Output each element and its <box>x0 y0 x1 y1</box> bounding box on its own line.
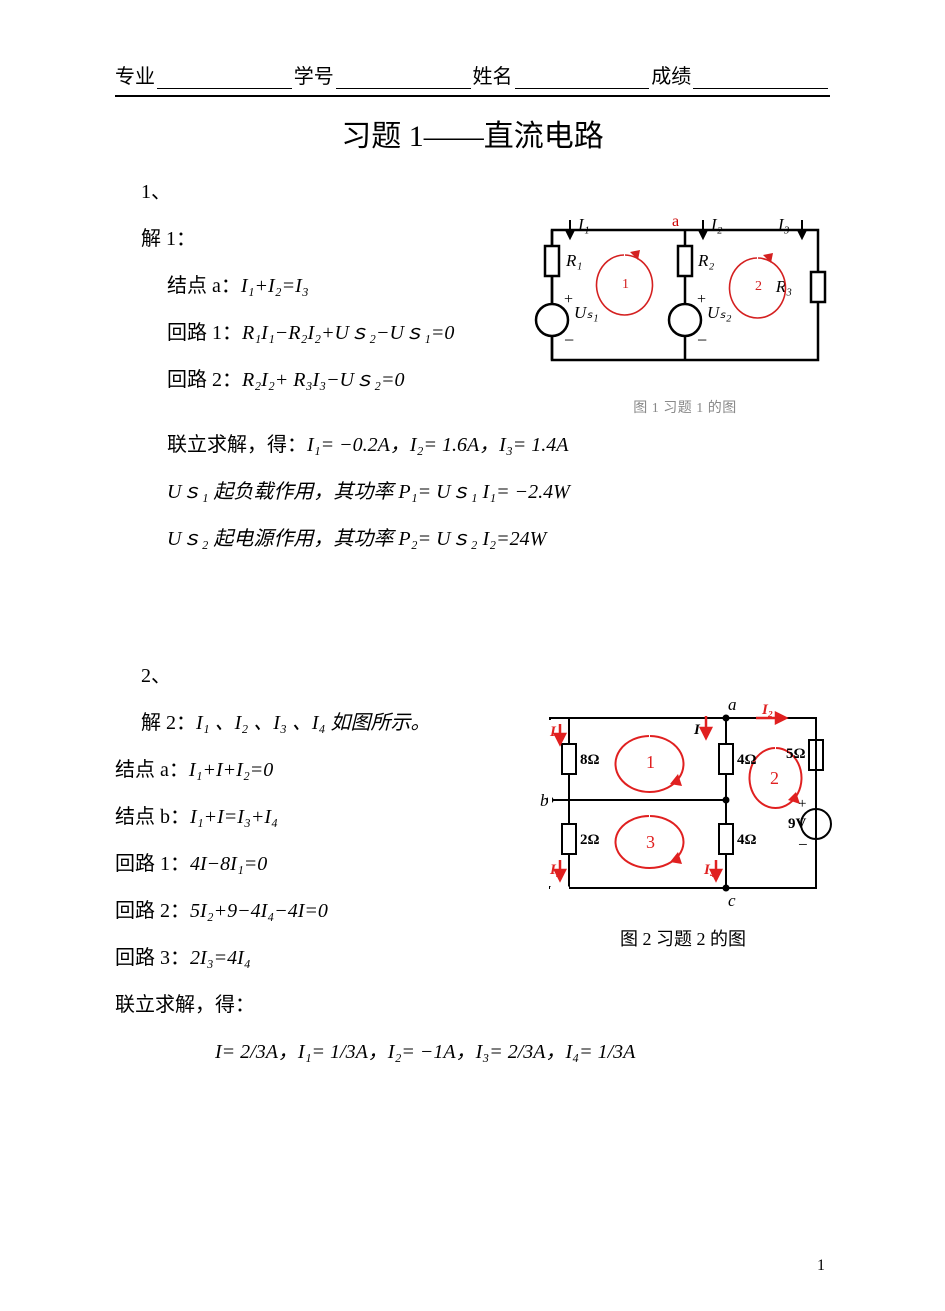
p1-us1-a: Uｓ₁ 起负载作用，其功率 P₁= <box>167 481 436 503</box>
svg-text:4Ω: 4Ω <box>737 832 757 848</box>
page-number: 1 <box>817 1257 825 1275</box>
svg-text:I₃: I₃ <box>777 215 790 234</box>
svg-text:I₃: I₃ <box>549 862 561 878</box>
p1-us2-a: Uｓ₂ 起电源作用，其功率 P₂= <box>167 528 436 550</box>
p1-I2: I₂= 1.6A， <box>410 434 499 456</box>
p1-number: 1、 <box>141 171 830 214</box>
svg-text:+: + <box>564 291 573 308</box>
circuit-1-svg: I₁ I₂ I₃ a R₁ R₂ R₃ Uₛ₁ Uₛ₂ + − + − <box>530 210 840 390</box>
p2-node-a-label: 结点 a： <box>115 759 189 781</box>
circuit-2-svg: a b c I₁ I I₂ I₃ I₄ 8Ω 4Ω 5Ω 2Ω 4Ω 9V + … <box>530 696 836 916</box>
p2-loop3-label: 回路 3： <box>115 947 190 969</box>
svg-text:9V: 9V <box>788 816 807 832</box>
svg-text:−: − <box>697 330 707 350</box>
p2-loop3-eq: 2I₃=4I₄ <box>190 947 251 969</box>
svg-text:a: a <box>728 696 737 714</box>
p2-loop1-label: 回路 1： <box>115 853 190 875</box>
p1-us2-line: Uｓ₂ 起电源作用，其功率 P₂= Uｓ₂ I₂=24W <box>167 518 830 561</box>
header-major: 专业 <box>115 60 155 89</box>
svg-text:I₂: I₂ <box>761 702 773 718</box>
svg-text:+: + <box>697 291 706 308</box>
p2-loop1-eq: 4I−8I₁=0 <box>190 853 267 875</box>
p2-solve-label: 联立求解，得： <box>115 984 830 1027</box>
p1-node-a-eq: I₁+I₂=I₃ <box>241 275 309 297</box>
svg-text:I₁: I₁ <box>549 724 561 740</box>
figure-1: I₁ I₂ I₃ a R₁ R₂ R₃ Uₛ₁ Uₛ₂ + − + − <box>530 210 840 424</box>
svg-text:c: c <box>728 891 736 910</box>
p1-solve: 联立求解，得：I₁= −0.2A，I₂= 1.6A，I₃= 1.4A <box>167 424 830 467</box>
svg-text:1: 1 <box>646 752 655 772</box>
figure-1-caption: 图 1 习题 1 的图 <box>530 394 840 424</box>
p2-node-a-eq: I₁+I+I₂=0 <box>189 759 273 781</box>
svg-text:I₄: I₄ <box>703 862 715 878</box>
p2-loop2-eq: 5I₂+9−4I₄−4I=0 <box>190 900 328 922</box>
svg-text:b: b <box>540 791 549 810</box>
p1-loop1-eq: R₁I₁−R₂I₂+Uｓ₂−Uｓ₁=0 <box>242 322 454 344</box>
p1-us1-b: Uｓ₁ I₁= −2.4W <box>436 481 570 503</box>
p1-solve-label: 联立求解，得： <box>167 434 307 456</box>
svg-text:8Ω: 8Ω <box>580 752 600 768</box>
page: 专业 学号 姓名 成绩 习题 1——直流电路 1、 <box>0 0 945 1311</box>
p2-sol-label: 解 2： <box>141 712 196 734</box>
svg-text:a: a <box>672 213 679 230</box>
svg-text:5Ω: 5Ω <box>786 746 806 762</box>
figure-2: a b c I₁ I I₂ I₃ I₄ 8Ω 4Ω 5Ω 2Ω 4Ω 9V + … <box>530 696 836 959</box>
p1-us1-line: Uｓ₁ 起负载作用，其功率 P₁= Uｓ₁ I₁= −2.4W <box>167 471 830 514</box>
p2-number: 2、 <box>141 655 830 698</box>
p2-node-b-eq: I₁+I=I₃+I₄ <box>190 806 278 828</box>
p1-node-a-label: 结点 a： <box>167 275 241 297</box>
page-title: 习题 1——直流电路 <box>115 111 830 155</box>
blank-student-id[interactable] <box>336 68 471 89</box>
svg-text:2: 2 <box>770 768 779 788</box>
svg-text:I₂: I₂ <box>710 215 723 234</box>
p1-I1: I₁= −0.2A， <box>307 434 410 456</box>
p1-loop1-label: 回路 1： <box>167 322 242 344</box>
p1-us2-b: Uｓ₂ I₂=24W <box>436 528 546 550</box>
svg-text:Uₛ₁: Uₛ₁ <box>574 303 599 322</box>
header-grade: 成绩 <box>651 60 691 89</box>
svg-text:+: + <box>798 796 806 812</box>
svg-text:R₂: R₂ <box>697 251 714 270</box>
svg-text:Uₛ₂: Uₛ₂ <box>707 303 732 322</box>
svg-text:2Ω: 2Ω <box>580 832 600 848</box>
svg-text:3: 3 <box>646 832 655 852</box>
blank-major[interactable] <box>157 68 292 89</box>
blank-grade[interactable] <box>693 68 828 89</box>
header-name: 姓名 <box>473 60 513 89</box>
svg-text:I: I <box>693 722 701 738</box>
svg-text:R₁: R₁ <box>565 251 582 270</box>
p2-sol-tail: I₁ 、I₂ 、I₃ 、I₄ 如图所示。 <box>196 712 430 734</box>
svg-text:−: − <box>564 330 574 350</box>
p2-node-b-label: 结点 b： <box>115 806 190 828</box>
content: 1、 <box>115 171 830 1074</box>
svg-text:I₁: I₁ <box>577 215 590 234</box>
svg-text:R₃: R₃ <box>775 277 792 296</box>
header-rule <box>115 95 830 97</box>
p2-result: I= 2/3A，I₁= 1/3A，I₂= −1A，I₃= 2/3A，I₄= 1/… <box>215 1031 830 1074</box>
svg-text:−: − <box>798 835 808 854</box>
p1-loop2-label: 回路 2： <box>167 369 242 391</box>
figure-2-caption: 图 2 习题 2 的图 <box>530 920 836 959</box>
blank-name[interactable] <box>515 68 650 89</box>
p1-loop2-eq: R₂I₂+ R₃I₃−Uｓ₂=0 <box>242 369 404 391</box>
svg-text:4Ω: 4Ω <box>737 752 757 768</box>
p1-I3: I₃= 1.4A <box>499 434 568 456</box>
header-row: 专业 学号 姓名 成绩 <box>115 60 830 89</box>
p2-loop2-label: 回路 2： <box>115 900 190 922</box>
svg-text:2: 2 <box>755 279 762 294</box>
header-student-id: 学号 <box>294 60 334 89</box>
svg-text:1: 1 <box>622 277 629 292</box>
